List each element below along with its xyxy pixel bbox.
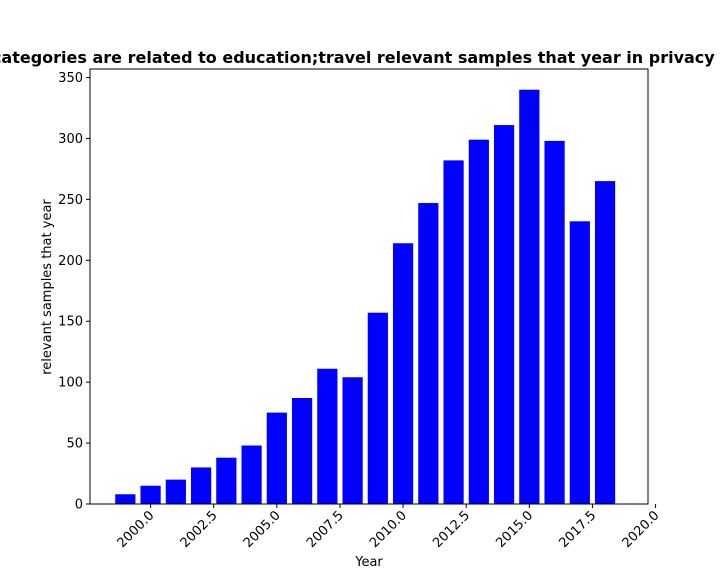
y-tick-label: 300: [58, 132, 83, 147]
y-tick-label: 350: [58, 71, 83, 86]
x-tick-label: 2012.5: [430, 508, 473, 551]
bar-2007: [317, 368, 338, 504]
plot-frame: [89, 68, 649, 505]
x-tick-label: 2020.0: [620, 508, 663, 551]
bar-2005: [266, 412, 287, 504]
bar-1999: [115, 494, 136, 504]
x-tick-label: 2002.5: [178, 508, 221, 551]
x-axis-label: Year: [354, 555, 383, 570]
bar-2015: [519, 89, 540, 504]
x-tick-label: 2000.0: [115, 508, 158, 551]
y-tick-label: 100: [58, 376, 83, 391]
bar-2002: [190, 467, 212, 504]
chart-title: Which categories are related to educatio…: [0, 48, 720, 67]
x-tick-label: 2005.0: [241, 508, 284, 551]
y-axis-label: relevant samples that year: [40, 199, 55, 375]
bar-2008: [342, 377, 363, 504]
bar-2010: [392, 243, 414, 504]
bar-2006: [291, 397, 313, 504]
x-tick-label: 2010.0: [367, 508, 410, 551]
x-tick-label: 2015.0: [493, 508, 536, 551]
bar-2018: [594, 181, 616, 505]
bar-2004: [241, 445, 262, 504]
x-axis: 2000.0 2002.5 2005.0 2007.5 2010.0 2012.5 2015…: [115, 504, 663, 551]
x-tick-label: 2007.5: [304, 508, 347, 551]
bar-2009: [367, 312, 388, 504]
bar-2011: [418, 203, 439, 504]
y-tick-label: 50: [66, 437, 83, 452]
bar-2000: [140, 485, 161, 504]
bar-2012: [443, 160, 464, 505]
bar-2001: [165, 479, 186, 504]
bar-2016: [544, 140, 565, 505]
bar-2003: [216, 457, 237, 504]
bar-2014: [493, 125, 515, 505]
x-tick-label: 2017.5: [557, 508, 600, 551]
bars-group: [115, 89, 616, 505]
y-tick-label: 200: [58, 254, 83, 269]
y-tick-label: 150: [58, 315, 83, 330]
bar-2013: [468, 139, 489, 504]
y-tick-label: 0: [75, 498, 83, 513]
y-tick-label: 250: [58, 193, 83, 208]
y-axis: 0 50 100 150 200 250 300 350: [58, 71, 90, 513]
bar-2017: [569, 221, 590, 505]
